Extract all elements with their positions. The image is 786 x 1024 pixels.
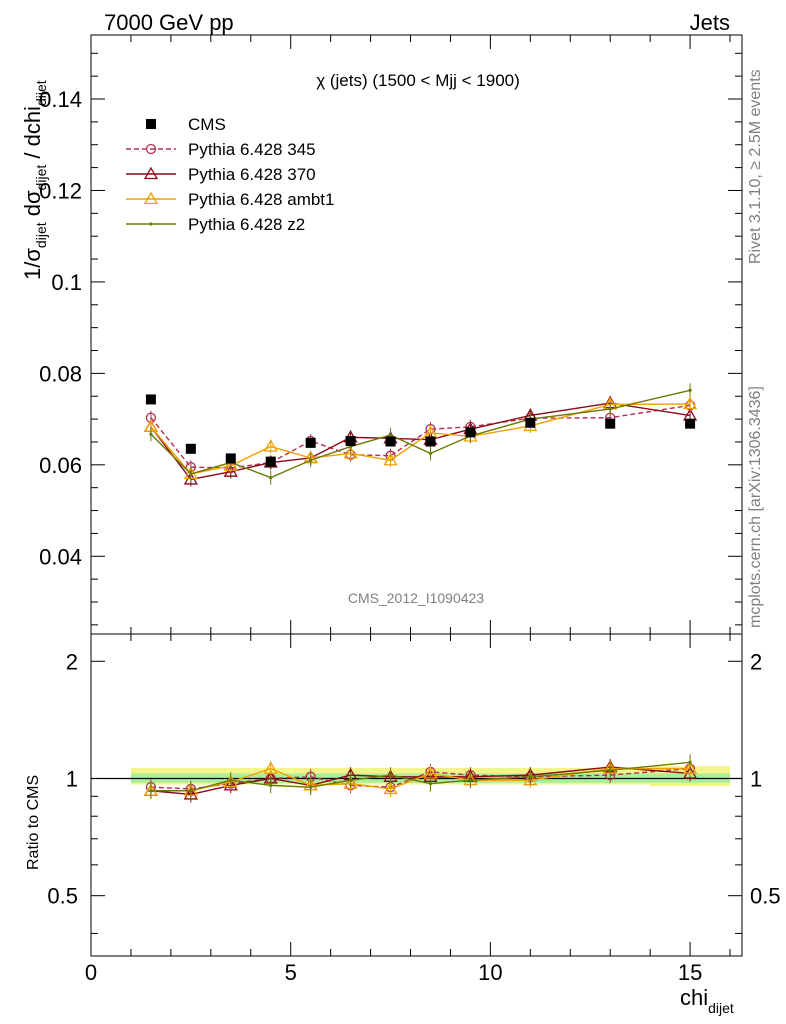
legend-entry: Pythia 6.428 ambt1	[126, 190, 334, 209]
data-point	[145, 394, 156, 405]
legend-entry: CMS	[146, 115, 226, 134]
data-point	[143, 191, 159, 205]
data-point	[309, 785, 313, 789]
header-right: Jets	[690, 10, 730, 35]
data-point	[685, 418, 696, 429]
legend-label: Pythia 6.428 z2	[188, 215, 305, 234]
rivet-label: Rivet 3.1.10, ≥ 2.5M events	[747, 69, 764, 264]
ratio-y-tick-label: 0.5	[47, 884, 78, 909]
data-point	[468, 778, 473, 782]
data-point	[223, 464, 238, 477]
data-point	[225, 453, 236, 464]
main-series	[143, 383, 698, 487]
data-point	[608, 768, 612, 772]
ratio-line	[150, 761, 691, 792]
x-tick-label: 5	[285, 960, 297, 985]
data-point	[269, 476, 273, 480]
svg-text:chidijet: chidijet	[680, 985, 734, 1016]
data-point	[189, 789, 193, 793]
legend-entry: Pythia 6.428 370	[126, 165, 316, 184]
data-point	[688, 388, 692, 392]
ratio-y-tick-label: 2	[66, 649, 78, 674]
data-point	[309, 458, 313, 462]
data-point	[223, 458, 238, 471]
data-point	[385, 436, 396, 447]
data-point	[425, 436, 436, 447]
data-point	[465, 427, 476, 438]
main-axes: 0.04 0.06 0.08 0.1 0.12 0.14	[39, 35, 742, 634]
data-point	[605, 418, 616, 429]
ratio-y-tick-label-right: 0.5	[750, 884, 781, 909]
data-point	[185, 443, 196, 454]
legend-label: CMS	[188, 115, 226, 134]
series-line	[150, 402, 691, 481]
data-point	[525, 417, 536, 428]
data-point	[428, 451, 433, 455]
data-point	[388, 773, 393, 777]
series-line	[150, 389, 691, 479]
x-axis-label: chidijet	[680, 985, 734, 1016]
y-tick-label: 0.04	[39, 544, 82, 569]
data-point	[608, 407, 612, 411]
data-point	[146, 119, 156, 129]
data-point	[528, 775, 532, 779]
legend-label: Pythia 6.428 345	[188, 140, 316, 159]
data-point	[345, 436, 356, 447]
ratio-axes: 0 5 10 15 0.5 0.5 1 1 2 2	[47, 634, 781, 985]
series-pythia-6-428-ambt1	[143, 396, 698, 481]
data-point	[149, 432, 153, 436]
data-point	[149, 789, 153, 793]
data-point	[383, 781, 398, 795]
data-point	[682, 396, 698, 410]
data-point	[388, 433, 393, 437]
data-point	[428, 782, 433, 786]
data-point	[189, 472, 193, 476]
data-point	[145, 143, 157, 155]
ratio-y-tick-label: 1	[66, 766, 78, 791]
data-point	[383, 452, 398, 466]
plot-title: χ (jets) (1500 < Mjj < 1900)	[316, 71, 520, 90]
y-tick-label: 0.08	[39, 361, 82, 386]
data-point	[183, 787, 198, 800]
header-left: 7000 GeV pp	[104, 10, 234, 35]
data-point	[143, 166, 159, 180]
data-point	[682, 761, 698, 774]
x-tick-label: 15	[678, 960, 702, 985]
ratio-y-axis-label: Ratio to CMS	[25, 775, 42, 870]
data-point	[149, 222, 153, 226]
ratio-plot-frame	[90, 633, 743, 957]
data-point	[265, 456, 276, 467]
y-tick-label: 0.1	[51, 270, 82, 295]
y-tick-label: 0.12	[39, 178, 82, 203]
data-point	[229, 778, 233, 782]
legend-entry: Pythia 6.428 345	[126, 140, 316, 159]
x-tick-label: 0	[85, 960, 97, 985]
ratio-line	[150, 767, 691, 790]
legend-label: Pythia 6.428 ambt1	[188, 190, 334, 209]
data-point	[305, 437, 316, 448]
data-point	[263, 439, 278, 452]
legend-entry: Pythia 6.428 z2	[126, 215, 305, 234]
data-point	[263, 761, 278, 774]
data-point	[349, 778, 353, 782]
mcplots-label: mcplots.cern.ch [arXiv:1306.3436]	[747, 386, 764, 628]
data-point	[343, 446, 358, 459]
ratio-y-tick-label-right: 2	[750, 649, 762, 674]
ratio-line	[150, 767, 691, 792]
data-point	[269, 783, 273, 787]
y-tick-label: 0.06	[39, 453, 82, 478]
series-pythia-6-428-370	[143, 395, 698, 487]
series-cms	[145, 394, 696, 467]
data-point	[688, 760, 692, 764]
ratio-series	[143, 754, 698, 803]
analysis-watermark: CMS_2012_I1090423	[348, 590, 484, 606]
x-tick-label: 10	[478, 960, 502, 985]
legend: CMS Pythia 6.428 345 Pythia 6.428 370 Pythi…	[126, 115, 334, 234]
ratio-series-pythia-6-428-z2	[149, 754, 692, 799]
y-tick-label: 0.14	[39, 87, 82, 112]
series-line	[150, 403, 691, 475]
legend-label: Pythia 6.428 370	[188, 165, 316, 184]
ratio-y-tick-label-right: 1	[750, 766, 762, 791]
